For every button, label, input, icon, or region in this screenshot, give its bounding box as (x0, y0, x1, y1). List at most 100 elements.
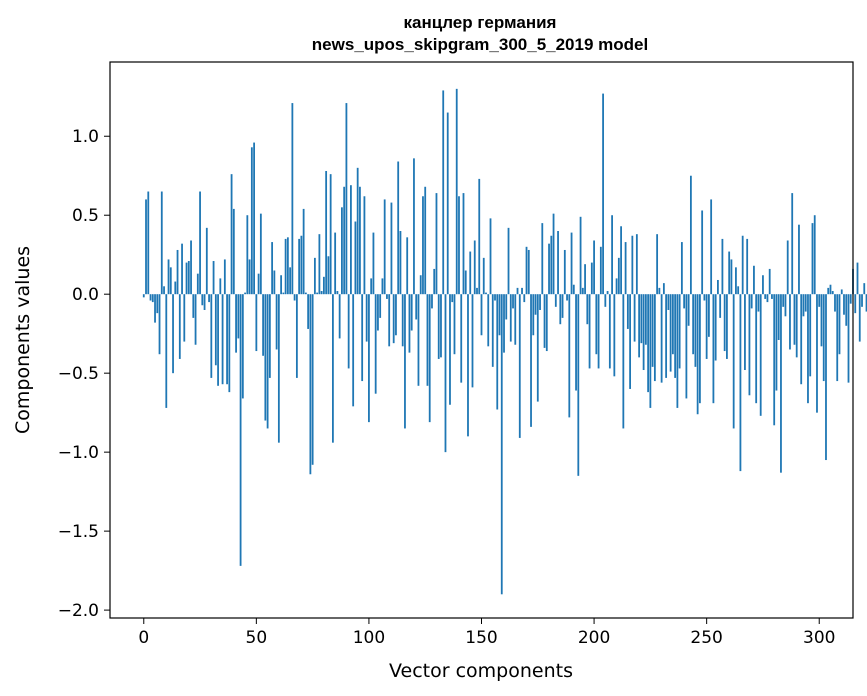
bar (156, 294, 159, 314)
bar (802, 294, 805, 317)
bar (253, 142, 255, 295)
y-tick-label: 1.0 (72, 127, 99, 147)
bar (264, 294, 267, 421)
bar (811, 223, 814, 295)
x-tick-label: 0 (138, 628, 149, 648)
bar (419, 275, 422, 295)
bar (374, 294, 377, 394)
bar (404, 294, 406, 429)
bar (746, 238, 749, 295)
bar (280, 275, 283, 295)
bar (699, 294, 701, 404)
bar (545, 294, 548, 352)
chart-title-block: канцлер германия news_upos_skipgram_300_… (0, 12, 867, 56)
bar (570, 232, 573, 295)
bar (332, 294, 334, 443)
bar (649, 294, 652, 408)
bar (708, 294, 710, 337)
bar (284, 238, 287, 295)
bar (295, 294, 298, 378)
bar (458, 196, 460, 295)
bar (843, 294, 845, 315)
bar (588, 294, 591, 369)
bar (728, 251, 731, 295)
bar (503, 294, 505, 353)
bar (692, 294, 695, 355)
bar (363, 196, 366, 295)
bar (615, 278, 618, 295)
bar (232, 208, 235, 295)
bar (847, 294, 850, 383)
bar (622, 294, 625, 429)
bar (329, 174, 332, 295)
bar (539, 294, 541, 310)
bar (581, 287, 584, 295)
bar (617, 257, 620, 295)
bar (554, 294, 557, 307)
bar (557, 231, 559, 295)
bar (291, 103, 294, 295)
bar (750, 294, 753, 309)
bar (341, 207, 343, 295)
bar (777, 294, 780, 340)
bar (199, 191, 201, 295)
bar (350, 185, 352, 295)
bar (172, 294, 174, 374)
bar (550, 235, 553, 295)
bar (424, 186, 427, 295)
bar (158, 294, 161, 355)
bar (361, 294, 364, 382)
bar (311, 294, 314, 465)
bar (849, 294, 852, 304)
bar (784, 294, 787, 317)
bar (359, 186, 361, 295)
bar (266, 294, 269, 429)
bar (282, 292, 285, 295)
bar (822, 294, 825, 382)
bar (219, 278, 222, 295)
y-tick-label: 0.0 (72, 285, 99, 305)
bar (462, 193, 465, 295)
bar (406, 237, 409, 295)
bar (142, 294, 145, 298)
bar (187, 261, 190, 295)
x-axis-ticks: 0 50 100 150 200 250 300 (138, 618, 835, 648)
bar (786, 240, 789, 295)
bar (710, 199, 713, 295)
bar (762, 275, 764, 295)
bar (548, 243, 550, 295)
bar (482, 257, 485, 295)
bar (825, 294, 827, 461)
x-tick-label: 250 (690, 628, 722, 648)
x-tick-label: 200 (578, 628, 610, 648)
x-axis-label: Vector components (389, 660, 573, 682)
bar (165, 294, 168, 408)
bar (572, 284, 575, 295)
bar (809, 294, 812, 377)
bar (343, 186, 346, 295)
bar (676, 294, 679, 408)
bar (268, 294, 271, 378)
bar (599, 246, 602, 295)
bar (293, 294, 296, 301)
bar (660, 294, 663, 383)
bar (827, 287, 830, 295)
bar (737, 286, 740, 295)
bar (442, 90, 445, 295)
bar (701, 210, 704, 295)
x-tick-label: 50 (246, 628, 268, 648)
bar (820, 294, 823, 347)
bar (525, 246, 528, 295)
bar (638, 294, 641, 358)
bar (370, 278, 373, 295)
bar (498, 294, 501, 336)
bar (590, 262, 593, 295)
bar (658, 287, 661, 295)
bar (532, 294, 535, 336)
bar (433, 268, 436, 295)
bar (671, 294, 674, 355)
bar (194, 294, 197, 345)
chart-title: канцлер германия (403, 13, 557, 32)
bar (271, 242, 274, 295)
bar (669, 294, 672, 372)
